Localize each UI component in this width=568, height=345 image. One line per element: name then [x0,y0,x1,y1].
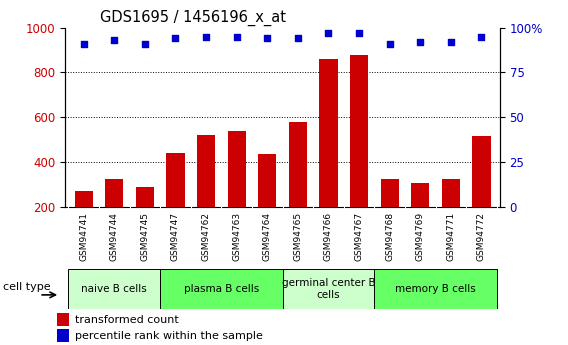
Bar [197,135,215,252]
Bar [57,314,69,326]
Bar [411,184,429,252]
Bar [105,179,123,252]
Text: plasma B cells: plasma B cells [184,284,259,294]
Point [354,30,364,36]
Text: GSM94771: GSM94771 [446,212,456,261]
Bar [374,269,497,309]
Bar [289,122,307,252]
Bar [160,269,283,309]
Bar [68,269,160,309]
Bar [381,179,399,252]
Text: memory B cells: memory B cells [395,284,476,294]
Point [385,41,394,47]
Text: GSM94769: GSM94769 [416,212,425,261]
Point [79,41,88,47]
Text: transformed count: transformed count [75,315,179,325]
Text: GSM94745: GSM94745 [140,212,149,261]
Point [110,37,119,43]
Bar [442,179,460,252]
Point [202,34,211,39]
Bar [319,59,337,252]
Text: percentile rank within the sample: percentile rank within the sample [75,331,263,341]
Point [324,30,333,36]
Text: GSM94772: GSM94772 [477,212,486,261]
Point [263,36,272,41]
Text: GSM94763: GSM94763 [232,212,241,261]
Text: GSM94747: GSM94747 [171,212,180,261]
Bar [136,187,154,252]
Point [416,39,425,45]
Point [477,34,486,39]
Bar [350,55,368,252]
Text: GSM94765: GSM94765 [294,212,302,261]
Point [140,41,149,47]
Bar [228,131,246,252]
Point [446,39,456,45]
Bar [166,153,185,252]
Bar [74,191,93,252]
Text: GDS1695 / 1456196_x_at: GDS1695 / 1456196_x_at [100,10,286,26]
Bar [283,269,374,309]
Text: germinal center B
cells: germinal center B cells [282,278,375,300]
Text: GSM94766: GSM94766 [324,212,333,261]
Text: naive B cells: naive B cells [81,284,147,294]
Text: GSM94768: GSM94768 [385,212,394,261]
Bar [57,329,69,342]
Text: GSM94767: GSM94767 [354,212,364,261]
Bar [473,136,491,252]
Text: GSM94741: GSM94741 [79,212,88,261]
Point [232,34,241,39]
Text: cell type: cell type [3,282,51,292]
Point [171,36,180,41]
Bar [258,154,277,252]
Text: GSM94762: GSM94762 [202,212,211,261]
Text: GSM94764: GSM94764 [263,212,272,261]
Text: GSM94744: GSM94744 [110,212,119,261]
Point [293,36,302,41]
